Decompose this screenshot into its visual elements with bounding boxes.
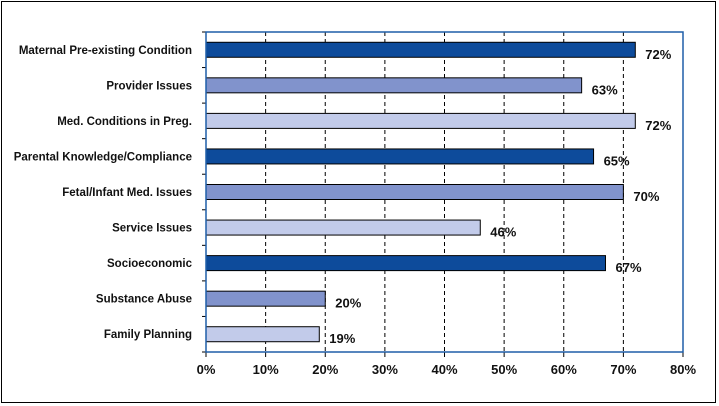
category-label: Maternal Pre-existing Condition [19, 45, 192, 57]
data-label: 20% [335, 296, 361, 311]
category-label: Provider Issues [106, 80, 192, 92]
category-label: Fetal/Infant Med. Issues [62, 187, 192, 199]
bar [205, 77, 583, 94]
category-label: Substance Abuse [96, 294, 192, 306]
category-label: Family Planning [104, 329, 192, 341]
data-label: 63% [592, 82, 618, 97]
plot-border [205, 31, 684, 353]
category-labels: Maternal Pre-existing Condition Provider … [14, 45, 193, 341]
bar [205, 219, 481, 236]
bar [205, 112, 636, 129]
bar [205, 255, 606, 272]
x-tick-label: 20% [312, 362, 338, 377]
data-label: 67% [615, 260, 641, 275]
bar [205, 184, 624, 200]
x-tick-label: 0% [197, 362, 216, 377]
x-tick-label: 10% [253, 362, 279, 377]
x-tick-label: 40% [431, 362, 457, 377]
category-label: Med. Conditions in Preg. [57, 116, 192, 128]
bar [205, 290, 326, 307]
data-label: 72% [645, 47, 671, 62]
data-label: 70% [633, 189, 659, 204]
data-label: 19% [329, 331, 355, 346]
category-label: Parental Knowledge/Compliance [14, 151, 192, 163]
bars [205, 41, 636, 343]
bar [205, 148, 595, 165]
data-label: 65% [604, 153, 630, 168]
bar [205, 41, 636, 58]
x-axis: 0% 10% 20% 30% 40% 50% 60% 70% 80% [197, 31, 696, 377]
x-tick-label: 80% [670, 362, 696, 377]
data-label: 46% [490, 225, 516, 240]
x-tick-label: 30% [372, 362, 398, 377]
x-tick-label: 70% [610, 362, 636, 377]
category-label: Service Issues [112, 223, 192, 235]
x-tick-label: 60% [551, 362, 577, 377]
x-tick-label: 50% [491, 362, 517, 377]
bar [205, 326, 320, 343]
category-label: Socioeconomic [107, 258, 193, 270]
data-label: 72% [645, 118, 671, 133]
data-labels: 72% 63% 72% 65% 70% 46% 67% 20% 19% [329, 47, 671, 346]
